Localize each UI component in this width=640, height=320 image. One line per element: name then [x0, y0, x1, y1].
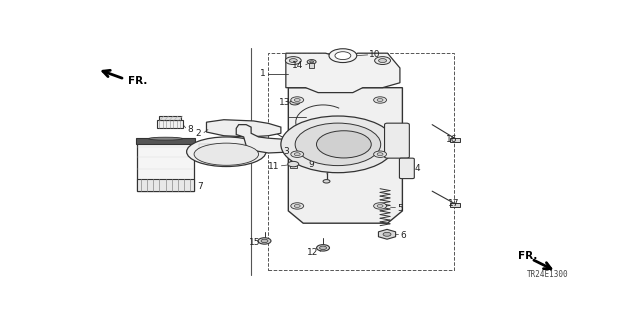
Text: 2: 2: [195, 129, 200, 138]
FancyBboxPatch shape: [399, 158, 414, 179]
Text: 14: 14: [292, 61, 303, 70]
Ellipse shape: [187, 137, 266, 166]
Circle shape: [291, 203, 304, 209]
Circle shape: [261, 239, 268, 243]
FancyBboxPatch shape: [385, 123, 410, 158]
FancyBboxPatch shape: [157, 120, 182, 128]
Text: 11: 11: [268, 162, 280, 171]
Text: 10: 10: [369, 50, 380, 59]
Text: 12: 12: [307, 248, 318, 257]
Circle shape: [339, 141, 348, 145]
Circle shape: [295, 123, 381, 166]
Bar: [449, 204, 460, 207]
Circle shape: [289, 59, 297, 62]
Bar: [137, 179, 194, 191]
Circle shape: [291, 151, 304, 157]
Polygon shape: [286, 53, 400, 92]
Text: FR.: FR.: [127, 76, 147, 86]
Circle shape: [383, 232, 391, 236]
FancyBboxPatch shape: [137, 140, 194, 191]
Circle shape: [317, 244, 330, 251]
Polygon shape: [207, 120, 281, 137]
Circle shape: [335, 52, 351, 60]
Circle shape: [294, 204, 300, 207]
Circle shape: [291, 97, 304, 103]
Circle shape: [307, 60, 316, 64]
Text: 8: 8: [188, 125, 193, 134]
Circle shape: [323, 180, 330, 183]
Circle shape: [329, 49, 356, 62]
Polygon shape: [293, 137, 352, 149]
Circle shape: [374, 57, 390, 65]
Text: TR24E1300: TR24E1300: [527, 270, 568, 279]
Circle shape: [377, 99, 383, 101]
Ellipse shape: [148, 137, 182, 140]
Text: 5: 5: [397, 204, 403, 213]
Circle shape: [310, 61, 314, 63]
Circle shape: [281, 116, 395, 173]
Text: FR.: FR.: [518, 252, 538, 261]
Circle shape: [294, 153, 300, 156]
Text: 16: 16: [446, 135, 458, 144]
Circle shape: [374, 203, 387, 209]
Circle shape: [258, 238, 271, 244]
Text: 7: 7: [198, 182, 204, 191]
Text: 17: 17: [448, 199, 460, 208]
Text: 15: 15: [248, 238, 260, 247]
Bar: [449, 138, 460, 142]
Text: 3: 3: [284, 147, 289, 156]
Circle shape: [285, 57, 301, 65]
Bar: [136, 139, 195, 144]
Circle shape: [377, 204, 383, 207]
Circle shape: [288, 161, 299, 167]
Text: 9: 9: [309, 160, 315, 169]
Polygon shape: [288, 88, 403, 223]
FancyBboxPatch shape: [159, 116, 180, 120]
Circle shape: [374, 151, 387, 157]
Circle shape: [290, 100, 300, 105]
Circle shape: [319, 246, 326, 250]
Text: 6: 6: [400, 230, 406, 240]
Bar: [290, 161, 297, 167]
Text: 1: 1: [260, 69, 266, 78]
Circle shape: [379, 59, 387, 62]
Polygon shape: [236, 124, 301, 153]
Ellipse shape: [194, 143, 259, 165]
Bar: [269, 53, 454, 270]
Polygon shape: [378, 229, 396, 239]
Circle shape: [294, 99, 300, 101]
Circle shape: [377, 153, 383, 156]
Circle shape: [317, 131, 371, 158]
Bar: [309, 62, 314, 68]
Circle shape: [374, 97, 387, 103]
Text: 13: 13: [279, 98, 291, 107]
Text: 4: 4: [414, 164, 420, 173]
Circle shape: [297, 141, 306, 145]
